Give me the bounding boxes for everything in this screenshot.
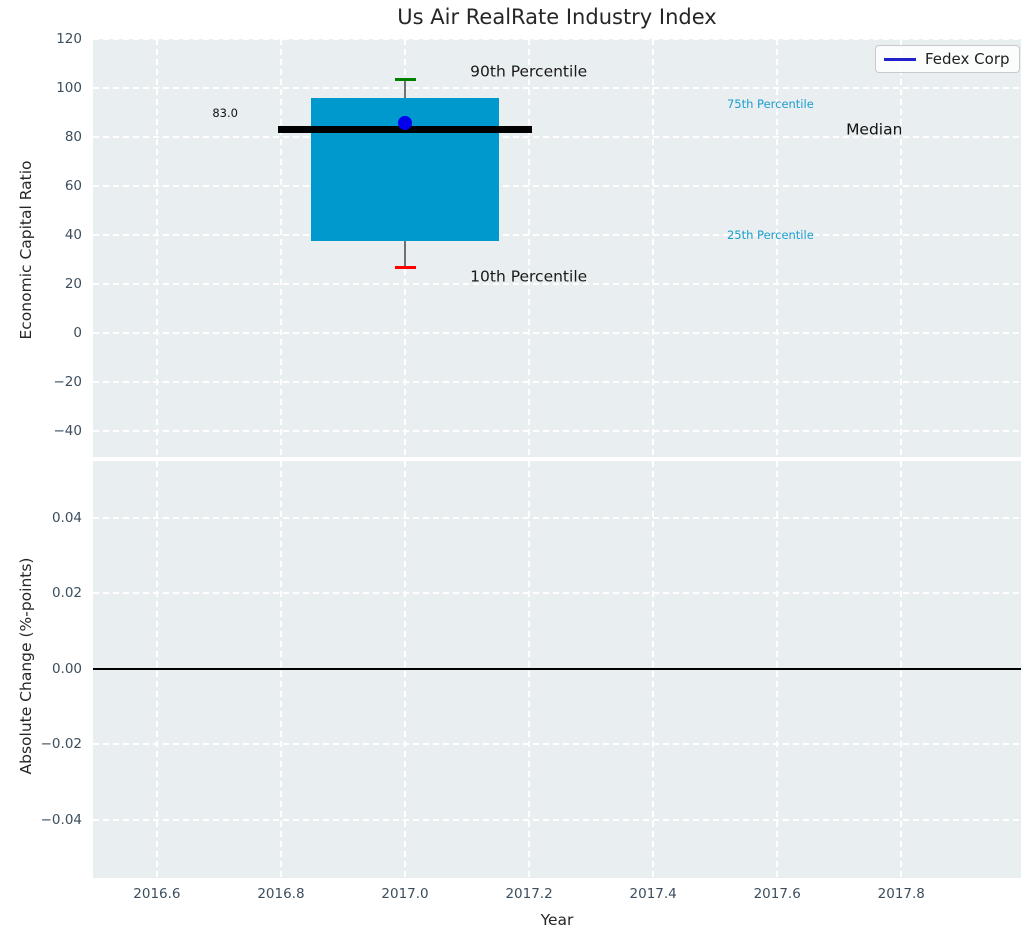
legend-line-sample xyxy=(884,57,916,61)
annotation-10th-percentile: 10th Percentile xyxy=(470,267,588,286)
chart-title: Us Air RealRate Industry Index xyxy=(397,5,717,29)
y-gridline xyxy=(93,283,1021,286)
x-tick-label: 2016.8 xyxy=(257,886,305,902)
x-tick-label: 2017.6 xyxy=(753,886,801,902)
y-gridline xyxy=(93,234,1021,236)
y-tick-label: −40 xyxy=(53,423,83,440)
y-tick-label: −0.04 xyxy=(40,811,82,828)
y-tick-label: 60 xyxy=(64,178,82,194)
annotation-90th-percentile: 90th Percentile xyxy=(470,62,588,81)
y-gridline xyxy=(93,136,1021,138)
y-gridline xyxy=(93,39,1021,40)
top-plot-area: 90th Percentile 10th Percentile 75th Perce… xyxy=(93,39,1021,457)
x-gridline xyxy=(776,39,779,457)
x-gridline xyxy=(528,39,531,457)
y-gridline xyxy=(93,516,1021,519)
y-gridline xyxy=(93,332,1021,335)
y-tick-label: −0.02 xyxy=(40,736,82,753)
xlabel-year: Year xyxy=(540,911,574,929)
annotation-25th-percentile: 25th Percentile xyxy=(726,228,814,243)
x-gridline xyxy=(155,39,158,457)
x-tick-label: 2016.6 xyxy=(133,886,181,902)
x-gridline xyxy=(652,39,655,457)
y-tick-label: −20 xyxy=(53,374,83,391)
y-gridline xyxy=(93,381,1021,384)
y-tick-label: 40 xyxy=(64,227,82,243)
y-gridline xyxy=(93,185,1021,187)
y-tick-label: 0 xyxy=(73,325,82,342)
x-gridline xyxy=(900,39,903,457)
zero-line xyxy=(93,667,1021,670)
y-gridline xyxy=(93,818,1021,821)
bottom-plot-area xyxy=(93,461,1021,878)
x-tick-label: 2017.8 xyxy=(877,886,925,902)
x-tick-label: 2017.2 xyxy=(505,886,553,902)
y-gridline xyxy=(93,87,1021,89)
legend: Fedex Corp xyxy=(875,45,1020,73)
x-tick-label: 2017.4 xyxy=(629,886,677,902)
y-tick-label: 120 xyxy=(56,31,82,47)
x-gridline xyxy=(279,39,282,457)
y-tick-label: 80 xyxy=(64,129,82,145)
y-gridline xyxy=(93,743,1021,746)
annotation-75th-percentile: 75th Percentile xyxy=(726,97,814,112)
y-tick-label: 0.00 xyxy=(51,660,82,677)
p90-cap xyxy=(394,78,416,82)
mean-marker xyxy=(398,115,413,130)
x-tick-label: 2017.0 xyxy=(381,886,429,902)
annotation-83-0: 83.0 xyxy=(212,106,238,121)
y-tick-label: 20 xyxy=(64,276,82,293)
y-tick-label: 0.02 xyxy=(51,585,82,602)
y-tick-label: 0.04 xyxy=(51,509,82,526)
p10-cap xyxy=(394,266,416,270)
legend-label: Fedex Corp xyxy=(925,50,1010,68)
y-gridline xyxy=(93,592,1021,595)
y-tick-label: 100 xyxy=(56,80,82,96)
y-gridline xyxy=(93,430,1021,433)
annotation-median: Median xyxy=(846,121,903,140)
